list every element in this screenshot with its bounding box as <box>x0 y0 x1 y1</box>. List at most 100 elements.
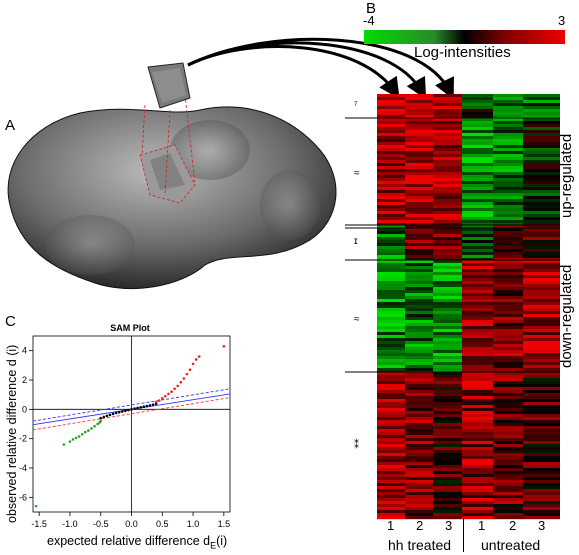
heatmap-cell <box>433 432 462 436</box>
heatmap-cell <box>493 234 523 238</box>
heatmap-cell <box>493 103 523 107</box>
heatmap-cell <box>523 393 560 397</box>
heatmap-cell <box>377 489 405 493</box>
heatmap-cell <box>405 243 433 247</box>
heatmap-cell <box>405 435 433 439</box>
heatmap-cell <box>405 329 433 333</box>
heatmap-cell <box>377 338 405 342</box>
heatmap-cell <box>523 290 560 294</box>
heatmap-cell <box>433 94 462 98</box>
heatmap-cell <box>462 450 493 454</box>
heatmap-cell <box>433 317 462 321</box>
heatmap-cell <box>493 284 523 288</box>
sam-point <box>96 422 99 426</box>
col-tick-hh-1: 1 <box>387 518 395 533</box>
heatmap-cell <box>462 112 493 116</box>
heatmap-cell <box>433 375 462 379</box>
heatmap-cell <box>493 278 523 282</box>
heatmap-cell <box>377 160 405 164</box>
heatmap-cell <box>405 94 433 98</box>
heatmap-cell <box>433 341 462 345</box>
heatmap-cell <box>523 399 560 403</box>
heatmap-cell <box>405 314 433 318</box>
heatmap-cell <box>462 429 493 433</box>
sam-xlabel-main: expected relative difference d <box>47 534 211 548</box>
heatmap-cell <box>377 103 405 107</box>
heatmap-cell <box>462 432 493 436</box>
heatmap-cell <box>493 97 523 101</box>
heatmap-cell <box>433 269 462 273</box>
heatmap-cell <box>377 121 405 125</box>
heatmap-cell <box>405 124 433 128</box>
heatmap-cell <box>493 417 523 421</box>
heatmap-cell <box>462 290 493 294</box>
heatmap-cell <box>523 299 560 303</box>
heatmap-cell <box>433 441 462 445</box>
sam-point <box>164 394 167 398</box>
heatmap-cell <box>493 100 523 104</box>
heatmap-cell <box>433 169 462 173</box>
heatmap-cell <box>433 474 462 478</box>
heatmap-cell <box>523 468 560 472</box>
heatmap-cell <box>462 504 493 508</box>
heatmap-cell <box>405 199 433 203</box>
heatmap-cell <box>523 332 560 336</box>
heatmap-cell <box>523 293 560 297</box>
heatmap-cell <box>523 154 560 158</box>
heatmap-cell <box>462 302 493 306</box>
sam-point <box>157 399 161 402</box>
sam-point <box>133 407 136 410</box>
heatmap-cell <box>493 411 523 415</box>
heatmap-cell <box>377 474 405 478</box>
heatmap-cell <box>377 145 405 149</box>
heatmap-cell <box>493 243 523 247</box>
heatmap-cell <box>462 299 493 303</box>
heatmap-cell <box>433 237 462 241</box>
heatmap-cell <box>377 193 405 197</box>
heatmap-cell <box>493 465 523 469</box>
heatmap-cell <box>377 435 405 439</box>
heatmap-cell <box>493 299 523 303</box>
heatmap-cell <box>377 447 405 451</box>
heatmap-cell <box>405 317 433 321</box>
heatmap-cell <box>433 249 462 253</box>
heatmap-cell <box>462 402 493 406</box>
heatmap-cell <box>405 184 433 188</box>
heatmap-cell <box>405 423 433 427</box>
heatmap-cell <box>433 272 462 276</box>
heatmap-cell <box>462 272 493 276</box>
heatmap-cell <box>433 121 462 125</box>
sam-point <box>105 414 109 418</box>
heatmap-cell <box>433 335 462 339</box>
heatmap-cell <box>462 311 493 315</box>
heatmap-cell <box>405 103 433 107</box>
heatmap-cell <box>433 516 462 520</box>
heatmap-cell <box>377 308 405 312</box>
heatmap-cell <box>377 237 405 241</box>
heatmap-cell <box>493 513 523 517</box>
heatmap-cell <box>523 243 560 247</box>
heatmap-cell <box>377 208 405 212</box>
heatmap-cell <box>433 477 462 481</box>
heatmap-cell <box>462 480 493 484</box>
heatmap-cell <box>405 228 433 232</box>
heatmap-cell <box>523 220 560 224</box>
heatmap-cell <box>462 121 493 125</box>
heatmap-cell <box>493 118 523 122</box>
panel-letter-b: B <box>366 0 377 17</box>
heatmap-cell <box>523 381 560 385</box>
heatmap-cell <box>433 426 462 430</box>
heatmap-cell <box>462 103 493 107</box>
heatmap-cell <box>462 269 493 273</box>
heatmap-cell <box>405 381 433 385</box>
sam-point <box>185 372 189 376</box>
heatmap-cell <box>405 507 433 511</box>
heatmap-cell <box>493 402 523 406</box>
heatmap-cell <box>523 356 560 360</box>
heatmap-cell <box>523 249 560 253</box>
heatmap-cell <box>523 390 560 394</box>
heatmap-cell <box>493 462 523 466</box>
heatmap-cell <box>523 450 560 454</box>
heatmap-cell <box>433 411 462 415</box>
heatmap-cell <box>433 175 462 179</box>
